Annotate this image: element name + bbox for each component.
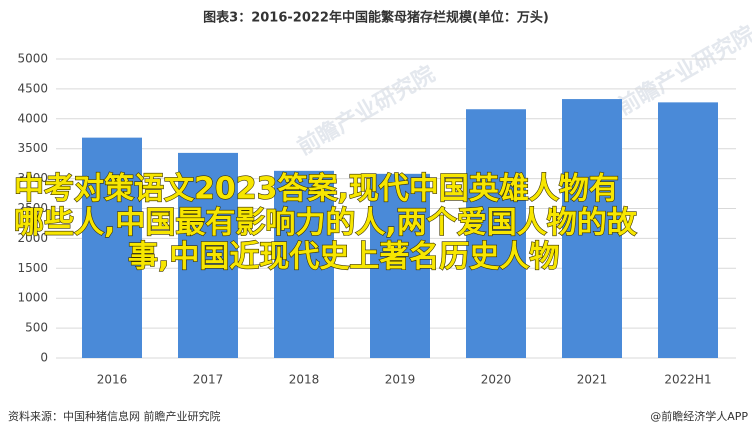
bar (370, 173, 430, 358)
overlay: 中考对策语文2023答案,现代中国英雄人物有哪些人,中国最有影响力的人,两个爱国… (13, 171, 638, 275)
bar (274, 170, 334, 358)
bar (658, 102, 718, 358)
y-tick-label: 2000 (17, 231, 48, 245)
x-tick-label: 2020 (481, 373, 512, 387)
source: 资料来源：中国种猪信息网 前瞻产业研究院 (8, 409, 221, 423)
overlay-text: 哪些人,中国最有影响力的人,两个爱国人物的故 (14, 206, 638, 241)
y-tick-label: 2500 (17, 201, 48, 215)
y-tick-label: 1000 (17, 291, 48, 305)
y-tick-label: 0 (40, 351, 48, 365)
chart-title: 图表3：2016-2022年中国能繁母猪存栏规模(单位：万头) (203, 10, 549, 26)
y-tick-label: 5000 (17, 52, 48, 66)
watermark: 前瞻产业研究院 (293, 61, 439, 161)
credit: @前瞻经济学人APP (650, 409, 748, 423)
bar (562, 99, 622, 358)
x-tick-label: 2016 (97, 373, 128, 387)
bar (466, 109, 526, 359)
bar (82, 137, 142, 358)
x-tick-label: 2021 (577, 373, 608, 387)
bar (178, 152, 238, 358)
overlay-text: 事,中国近现代史上著名历史人物 (128, 240, 559, 275)
y-tick-label: 3500 (17, 141, 48, 155)
y-tick-label: 1500 (17, 261, 48, 275)
x-tick-label: 2017 (193, 373, 224, 387)
y-tick-label: 4000 (17, 111, 48, 125)
x-tick-label: 2022H1 (664, 373, 711, 387)
y-tick-label: 4500 (17, 81, 48, 95)
overlay-text: 中考对策语文2023答案,现代中国英雄人物有 (14, 172, 619, 207)
plot: 0 500 1000 1500 2000 2500 3000 3500 4000 4500 5000… (17, 52, 736, 387)
y-tick-label: 3000 (17, 171, 48, 185)
x-tick-label: 2018 (289, 373, 320, 387)
y-tick-label: 500 (25, 321, 48, 335)
x-tick-label: 2019 (385, 373, 416, 387)
